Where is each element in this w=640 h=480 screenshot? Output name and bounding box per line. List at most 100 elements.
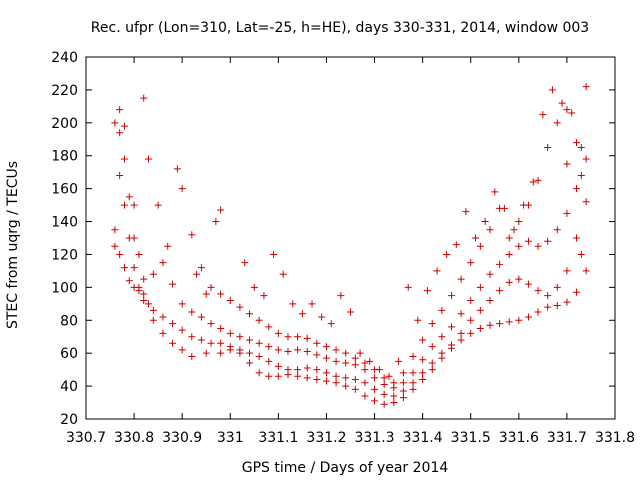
data-point-marker xyxy=(130,283,138,291)
x-tick-label: 331.6 xyxy=(499,430,539,446)
data-point-marker xyxy=(265,357,273,365)
data-point-marker xyxy=(573,234,581,242)
y-tick-label: 240 xyxy=(51,50,78,66)
data-point-marker xyxy=(332,379,340,387)
x-axis-label: GPS time / Days of year 2014 xyxy=(242,460,449,476)
data-point-marker xyxy=(573,288,581,296)
data-point-marker xyxy=(313,376,321,384)
data-point-marker xyxy=(515,275,523,283)
data-point-marker xyxy=(322,354,330,362)
x-tick-label: 330.7 xyxy=(66,430,106,446)
data-point-marker xyxy=(457,310,465,318)
data-point-marker xyxy=(236,346,244,354)
data-point-marker xyxy=(120,201,128,209)
data-point-marker xyxy=(481,218,489,226)
y-tick-label: 220 xyxy=(51,83,78,99)
data-point-marker xyxy=(202,290,210,298)
data-point-marker xyxy=(409,385,417,393)
data-point-marker xyxy=(159,329,167,337)
data-point-marker xyxy=(130,201,138,209)
data-point-marker xyxy=(548,86,556,94)
data-point-marker xyxy=(399,394,407,402)
data-point-marker xyxy=(149,270,157,278)
data-point-marker xyxy=(294,333,302,341)
data-point-marker xyxy=(558,99,566,107)
data-point-marker xyxy=(539,111,547,119)
data-point-marker xyxy=(246,349,254,357)
data-point-marker xyxy=(361,359,369,367)
data-point-marker xyxy=(520,201,528,209)
data-point-marker xyxy=(255,339,263,347)
data-point-marker xyxy=(270,250,278,258)
data-point-marker xyxy=(322,343,330,351)
data-point-marker xyxy=(226,329,234,337)
data-point-marker xyxy=(380,374,388,382)
data-point-marker xyxy=(534,287,542,295)
y-axis-label: STEC from uqrg / TECUs xyxy=(5,161,21,329)
data-point-marker xyxy=(111,242,119,250)
y-tick-label: 20 xyxy=(60,412,78,428)
data-point-marker xyxy=(140,275,148,283)
data-point-marker xyxy=(207,320,215,328)
data-point-marker xyxy=(371,397,379,405)
data-point-marker xyxy=(577,171,585,179)
data-point-marker xyxy=(140,94,148,102)
data-point-marker xyxy=(173,165,181,173)
data-point-marker xyxy=(188,231,196,239)
data-point-marker xyxy=(140,290,148,298)
data-point-marker xyxy=(563,298,571,306)
data-point-marker xyxy=(207,339,215,347)
data-point-marker xyxy=(274,346,282,354)
data-point-marker xyxy=(563,267,571,275)
data-point-marker xyxy=(169,339,177,347)
data-point-marker xyxy=(332,372,340,380)
data-point-marker xyxy=(419,376,427,384)
chart-title: Rec. ufpr (Lon=310, Lat=-25, h=HE), days… xyxy=(91,20,589,36)
data-point-marker xyxy=(582,198,590,206)
data-point-marker xyxy=(246,359,254,367)
data-point-marker xyxy=(313,339,321,347)
data-point-marker xyxy=(145,155,153,163)
data-point-marker xyxy=(534,242,542,250)
plot-frame xyxy=(85,56,616,420)
data-point-marker xyxy=(496,287,504,295)
data-point-marker xyxy=(154,201,162,209)
data-point-marker xyxy=(476,283,484,291)
data-point-marker xyxy=(241,259,249,267)
y-tick-label: 40 xyxy=(60,379,78,395)
data-point-marker xyxy=(351,376,359,384)
data-point-marker xyxy=(510,226,518,234)
data-point-marker xyxy=(347,308,354,316)
data-point-marker xyxy=(246,310,254,318)
data-point-marker xyxy=(361,366,369,374)
x-tick-label: 331 xyxy=(217,430,244,446)
data-point-marker xyxy=(226,297,234,305)
data-point-marker xyxy=(491,188,499,196)
data-point-marker xyxy=(553,226,561,234)
data-point-marker xyxy=(178,326,186,334)
data-point-marker xyxy=(563,160,571,168)
axis-ticks: 330.7 330.8 330.9 331 331.1 331.2 331.3 331.4 33… xyxy=(51,50,635,446)
data-point-marker xyxy=(313,366,321,374)
data-point-marker xyxy=(289,300,297,308)
data-point-marker xyxy=(125,193,133,201)
data-point-marker xyxy=(120,122,128,130)
data-point-marker xyxy=(380,400,388,408)
data-point-marker xyxy=(462,208,470,216)
data-point-marker xyxy=(217,325,225,332)
data-point-marker xyxy=(438,333,446,341)
data-point-marker xyxy=(524,313,532,321)
data-point-marker xyxy=(197,264,205,272)
data-point-marker xyxy=(573,185,581,193)
data-point-marker xyxy=(423,287,431,295)
data-point-marker xyxy=(351,385,359,393)
data-point-marker xyxy=(447,292,455,300)
data-point-marker xyxy=(582,267,590,275)
data-point-marker xyxy=(274,329,282,337)
data-point-marker xyxy=(342,359,350,367)
x-tick-label: 331.4 xyxy=(403,430,443,446)
data-point-marker xyxy=(433,267,441,275)
data-point-marker xyxy=(399,379,407,387)
data-point-marker xyxy=(447,323,455,331)
